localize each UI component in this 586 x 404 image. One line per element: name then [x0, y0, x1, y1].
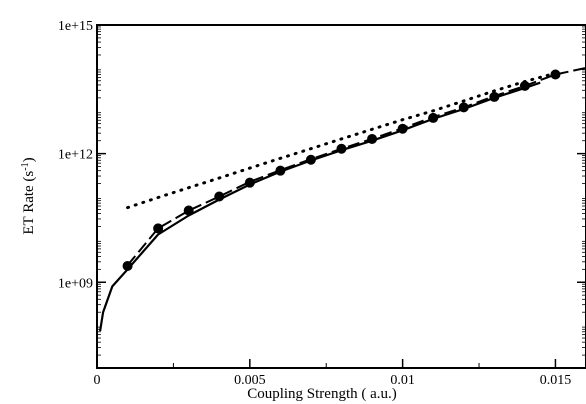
data-point-marker [153, 223, 163, 233]
data-point-marker [489, 92, 499, 102]
solid-series-line [100, 83, 540, 331]
x-tick-label: 0.015 [540, 373, 572, 388]
y-axis-ticks: 1e+09 1e+12 1e+15 [58, 19, 586, 355]
data-point-marker [184, 206, 194, 216]
data-point-marker [398, 124, 408, 134]
data-point-marker [459, 102, 469, 112]
data-point-marker [275, 166, 285, 176]
data-point-marker [337, 144, 347, 154]
dashed-series-line [128, 68, 586, 265]
x-tick-label: 0 [94, 373, 101, 388]
y-axis-title: ET Rate (s-1) [20, 157, 38, 234]
y-tick-label: 1e+12 [58, 148, 93, 163]
data-point-marker [428, 113, 438, 123]
y-axis-title-sup: -1 [20, 162, 31, 170]
y-axis-title-close: ) [21, 157, 37, 162]
data-point-marker [520, 81, 530, 91]
y-tick-label: 1e+15 [58, 19, 93, 34]
data-point-marker [214, 192, 224, 202]
data-point-marker [550, 70, 560, 80]
x-axis-ticks: 00.0050.010.015 [94, 359, 572, 388]
y-axis-title-main: ET Rate (s [21, 171, 37, 235]
data-point-marker [245, 178, 255, 188]
plot-frame [97, 25, 586, 368]
y-tick-label: 1e+09 [58, 276, 93, 291]
data-point-marker [123, 261, 133, 271]
series-layer [100, 68, 586, 331]
data-point-marker [306, 155, 316, 165]
data-point-marker [367, 134, 377, 144]
x-axis-title: Coupling Strength ( a.u.) [247, 386, 397, 402]
